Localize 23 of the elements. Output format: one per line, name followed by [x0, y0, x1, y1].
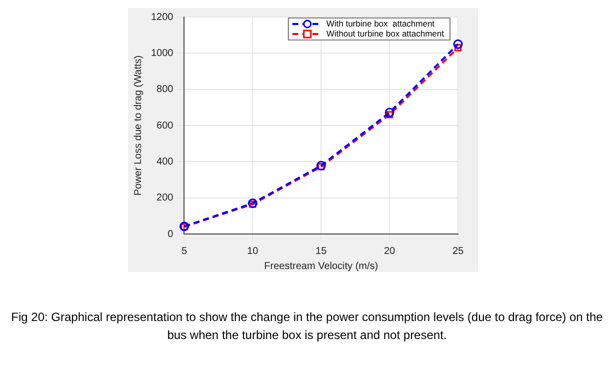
point [384, 108, 394, 118]
y-tick-label: 800 [156, 84, 174, 96]
point [386, 111, 394, 118]
legend-label: Without turbine box attachment [326, 28, 445, 38]
x-tick-label: 15 [316, 246, 328, 257]
x-tick-label: 25 [452, 246, 464, 257]
y-tick-label: 400 [156, 156, 174, 168]
x-tick-label: 20 [384, 246, 396, 257]
legend-label: With turbine box attachment [326, 18, 436, 28]
point [316, 160, 326, 170]
x-tick-label: 5 [181, 246, 188, 257]
y-tick-label: 600 [156, 120, 174, 132]
point [454, 44, 462, 52]
x-tick-label: 10 [247, 246, 259, 257]
point [453, 39, 463, 49]
y-tick-label: 200 [156, 192, 174, 204]
x-axis-title: Freestream Velocity (m/s) [264, 260, 378, 272]
y-tick-label: 1200 [150, 12, 174, 23]
y-axis-title: Power Loss due to drag (Watts) [132, 55, 144, 196]
point [318, 163, 325, 170]
caption: Fig 20: Graphical representation to show the change in the power consumption levels (due to drag force) on the bus when the turbine box is present and not present. [10, 309, 604, 344]
y-tick-label: 1000 [150, 48, 174, 59]
y-tick-label: 0 [168, 228, 174, 240]
